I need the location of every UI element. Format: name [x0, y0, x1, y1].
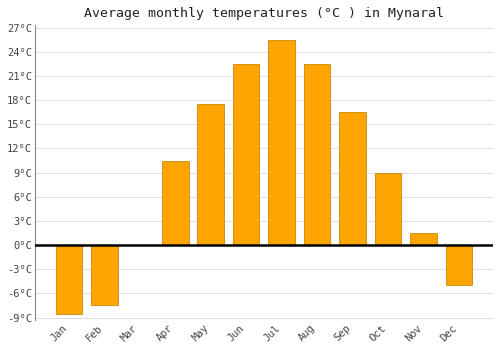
- Bar: [339, 112, 366, 245]
- Bar: [446, 245, 472, 285]
- Bar: [304, 64, 330, 245]
- Bar: [233, 64, 260, 245]
- Bar: [410, 233, 437, 245]
- Bar: [198, 104, 224, 245]
- Bar: [91, 245, 118, 306]
- Title: Average monthly temperatures (°C ) in Mynaral: Average monthly temperatures (°C ) in My…: [84, 7, 444, 20]
- Bar: [268, 40, 295, 245]
- Bar: [56, 245, 82, 314]
- Bar: [162, 161, 188, 245]
- Bar: [374, 173, 402, 245]
